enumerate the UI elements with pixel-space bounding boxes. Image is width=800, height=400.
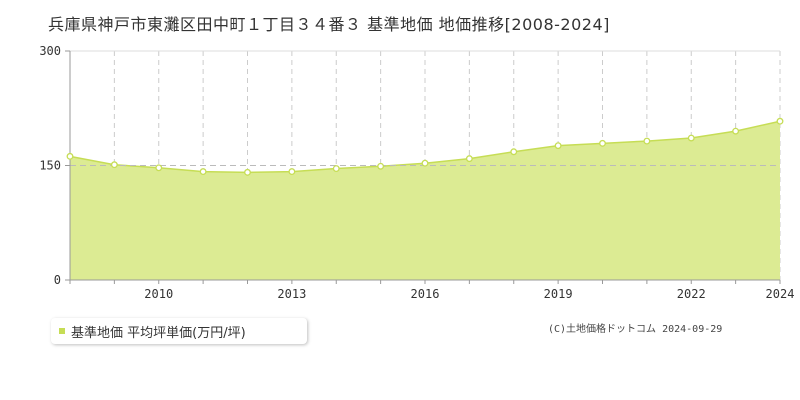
data-point-2019 bbox=[554, 142, 562, 150]
x-tick-label-2019: 2019 bbox=[544, 287, 573, 301]
area-series bbox=[70, 121, 780, 280]
data-point-2018 bbox=[510, 148, 518, 156]
y-tick-label-300: 300 bbox=[39, 44, 61, 58]
x-tick-label-2010: 2010 bbox=[144, 287, 173, 301]
data-point-2013 bbox=[288, 168, 296, 176]
legend: 基準地価 平均坪単価(万円/坪) bbox=[51, 318, 307, 344]
data-point-2012 bbox=[244, 168, 251, 176]
data-point-2023 bbox=[732, 127, 740, 135]
x-tick-label-2022: 2022 bbox=[677, 287, 706, 301]
data-point-2020 bbox=[599, 139, 606, 147]
data-point-2017 bbox=[465, 155, 473, 163]
data-point-2016 bbox=[421, 159, 429, 167]
credit-text: (C)土地価格ドットコム 2024-09-29 bbox=[548, 324, 723, 335]
tick-labels: 300 150 0 2010 2013 2016 2019 2022 2024 bbox=[39, 44, 794, 301]
legend-swatch bbox=[59, 328, 65, 334]
axes bbox=[65, 50, 781, 284]
data-point-2015 bbox=[377, 162, 385, 170]
data-point-2009 bbox=[110, 161, 118, 169]
y-tick-label-150: 150 bbox=[39, 159, 61, 173]
x-tick-label-2024: 2024 bbox=[766, 287, 795, 301]
data-point-2010 bbox=[155, 164, 163, 172]
chart-title: 兵庫県神戸市東灘区田中町１丁目３４番３ 基準地価 地価推移[2008-2024] bbox=[48, 15, 610, 34]
y-tick-label-0: 0 bbox=[54, 273, 61, 287]
data-point-2011 bbox=[199, 168, 207, 176]
data-point-2014 bbox=[332, 165, 340, 173]
data-point-2022 bbox=[687, 134, 695, 142]
data-point-2021 bbox=[643, 137, 651, 145]
x-tick-label-2013: 2013 bbox=[277, 287, 306, 301]
data-point-2024 bbox=[776, 117, 784, 125]
legend-label: 基準地価 平均坪単価(万円/坪) bbox=[71, 325, 246, 341]
data-point-2008 bbox=[66, 152, 74, 160]
x-tick-label-2016: 2016 bbox=[411, 287, 440, 301]
data-points bbox=[66, 117, 784, 176]
